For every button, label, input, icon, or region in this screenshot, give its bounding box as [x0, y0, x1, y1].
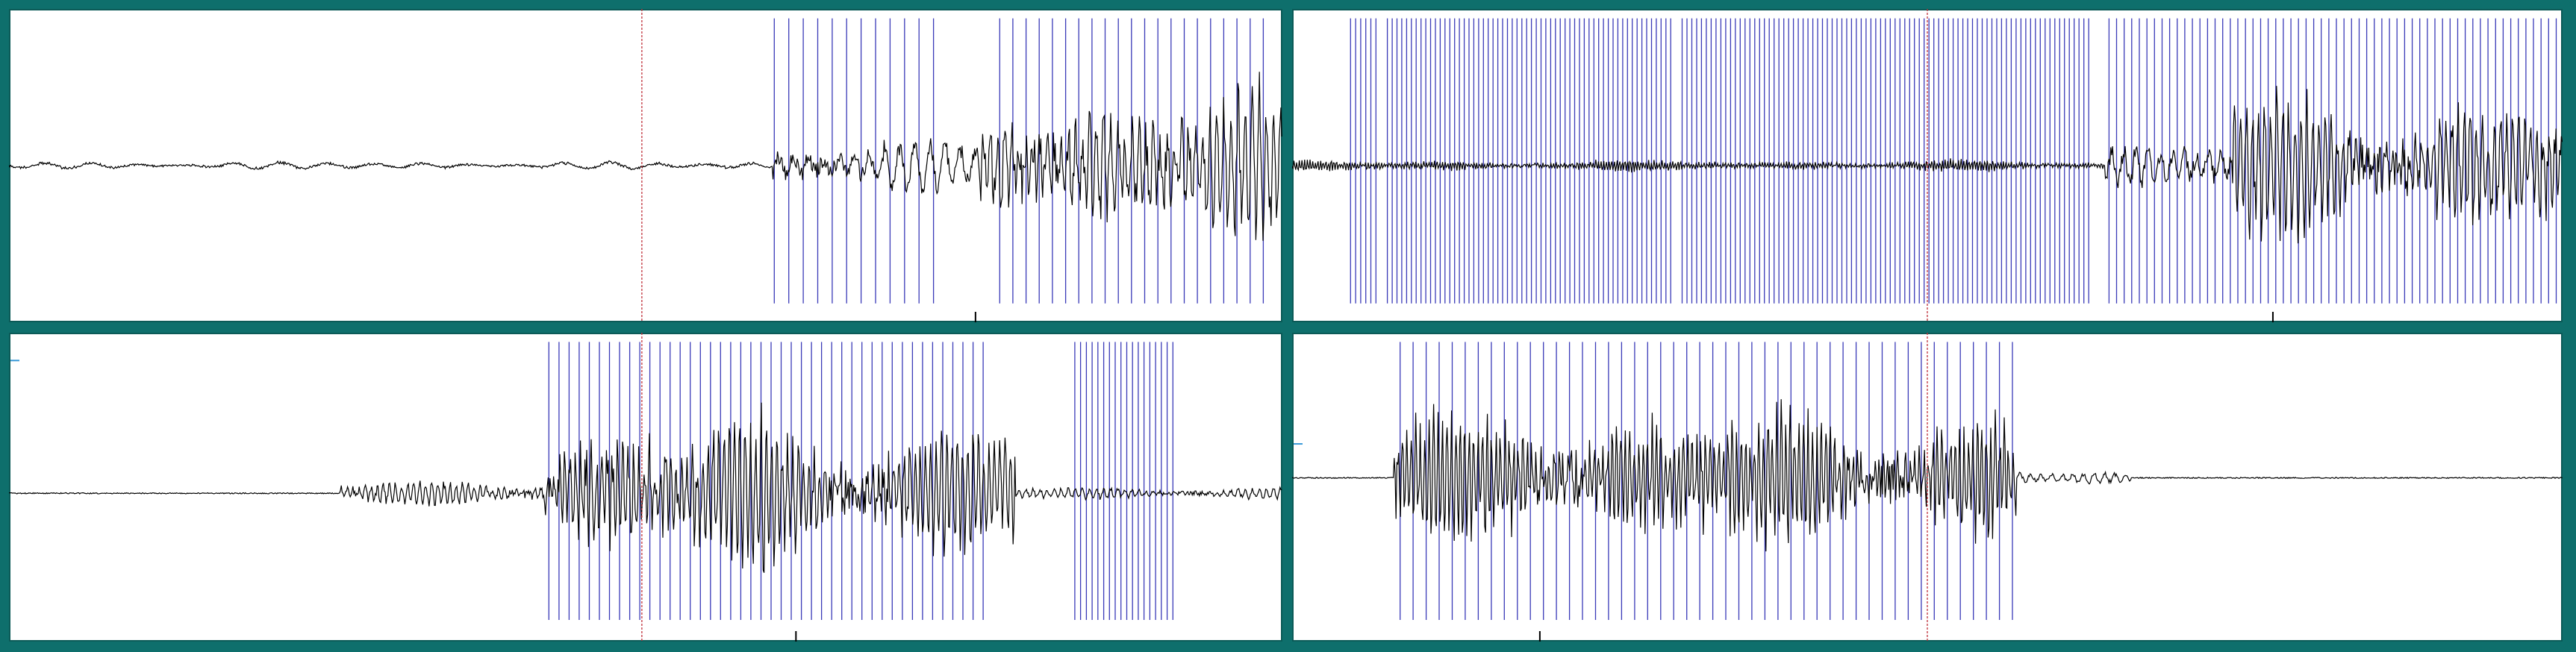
- waveform-panel-3[interactable]: [9, 333, 1282, 642]
- waveform-panel-1-canvas[interactable]: [9, 9, 1282, 322]
- waveform-panel-2[interactable]: [1292, 9, 2563, 322]
- waveform-panel-1[interactable]: [9, 9, 1282, 322]
- waveform-panel-2-canvas[interactable]: [1292, 9, 2563, 322]
- waveform-panel-4[interactable]: [1292, 333, 2563, 642]
- waveform-panel-3-canvas[interactable]: [9, 333, 1282, 642]
- waveform-trace: [1292, 399, 2563, 552]
- waveform-trace: [9, 72, 1282, 241]
- waveform-trace: [9, 402, 1282, 573]
- waveform-panel-4-canvas[interactable]: [1292, 333, 2563, 642]
